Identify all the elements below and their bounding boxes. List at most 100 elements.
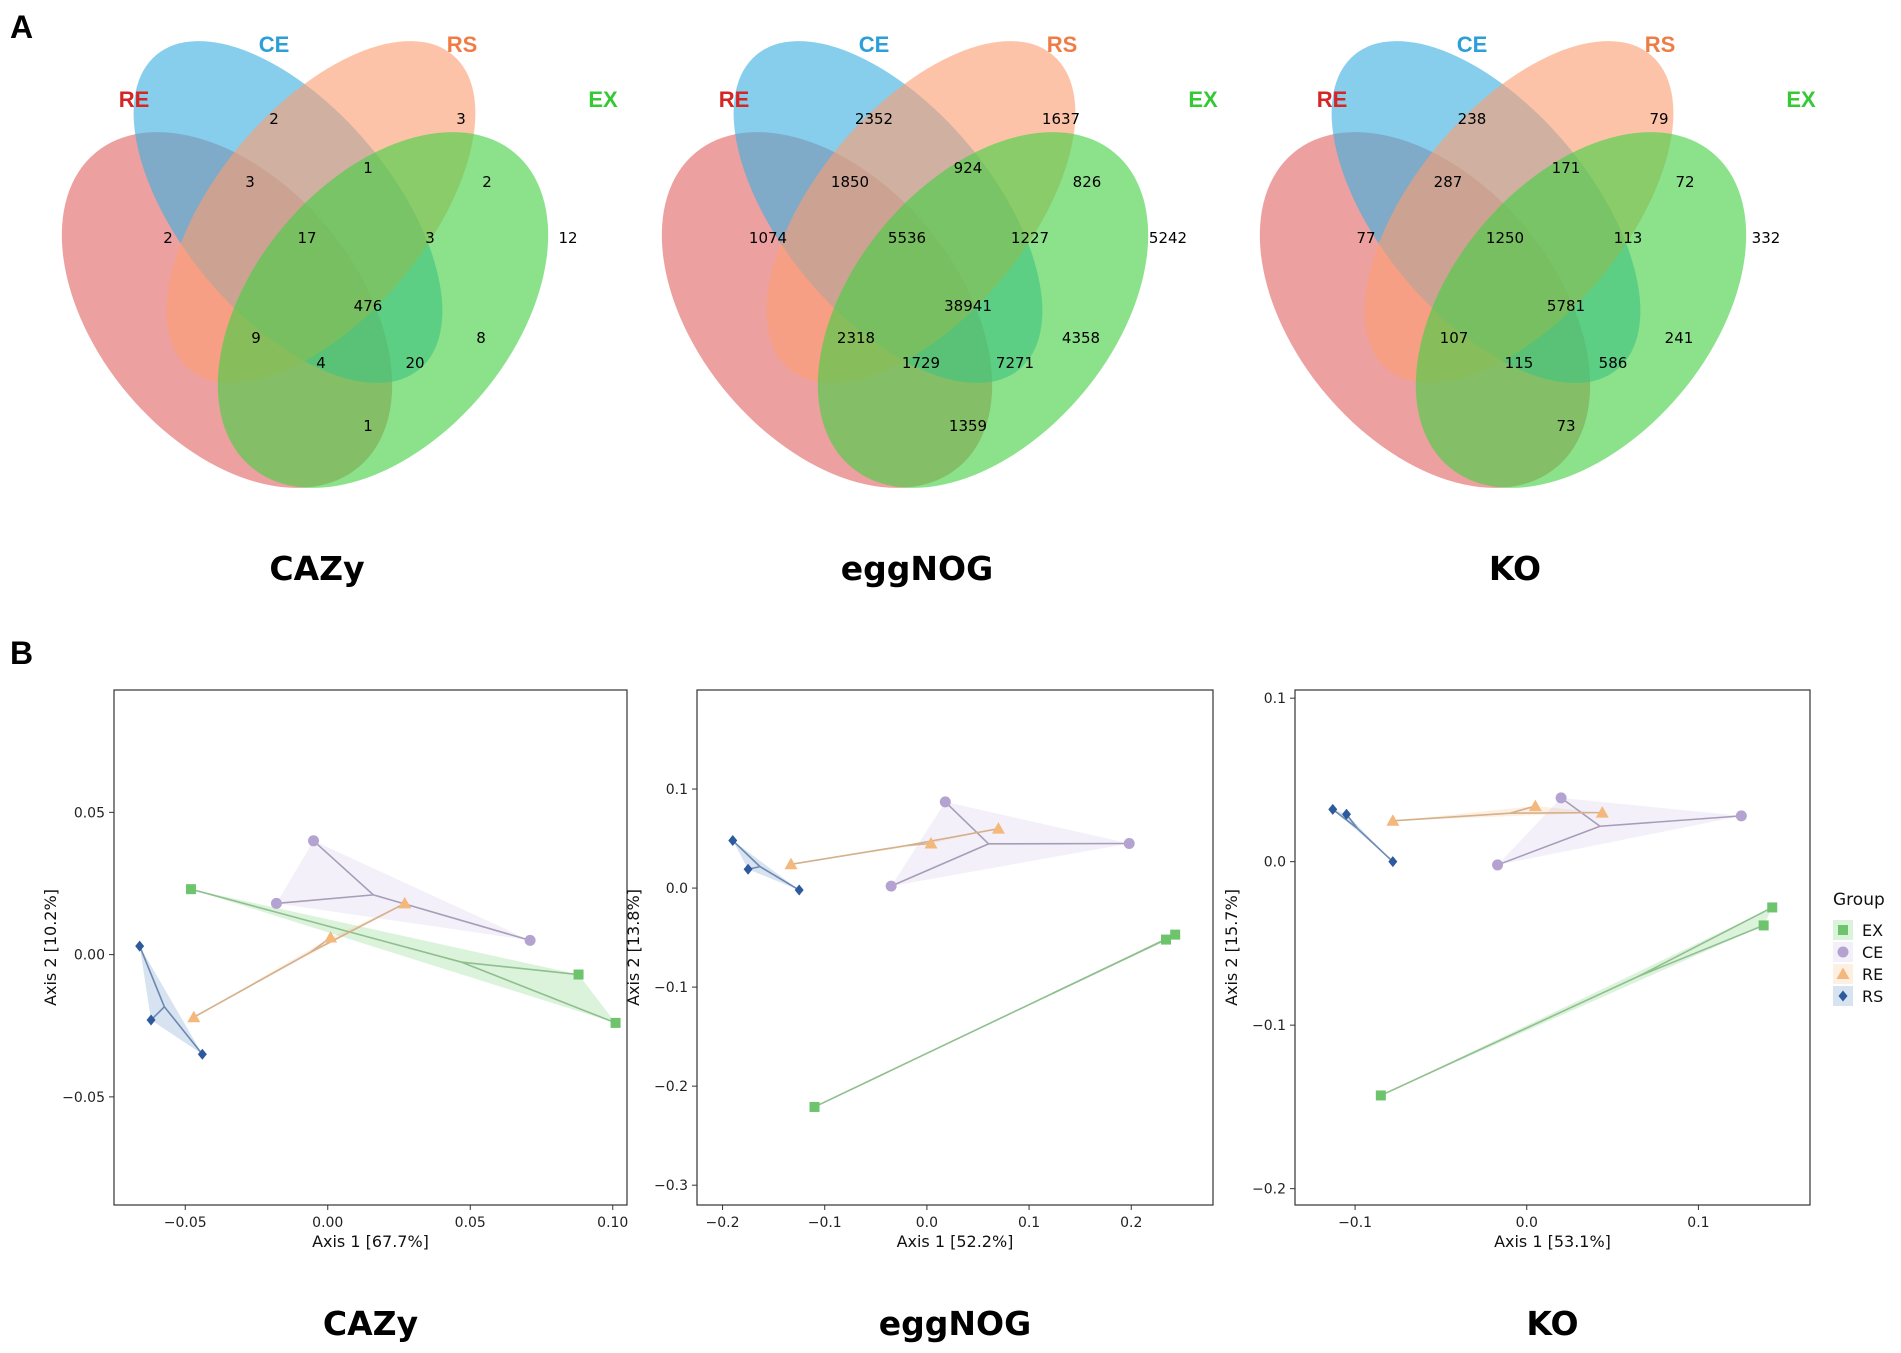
pcoa-title: eggNOG (879, 1304, 1031, 1343)
spoke-ex (461, 961, 579, 976)
y-tick-label: −0.2 (654, 1079, 688, 1095)
point-re (1595, 806, 1609, 818)
point-rs (146, 1014, 156, 1026)
x-axis-label: Axis 1 [53.1%] (1494, 1232, 1611, 1251)
point-rs (1838, 990, 1848, 1002)
spoke-ex (1051, 933, 1176, 995)
spoke-rs (138, 945, 166, 1008)
point-ce (1492, 859, 1504, 871)
venn-ellipse-ex (817, 132, 1149, 488)
x-tick-label: −0.1 (808, 1215, 842, 1231)
venn-count-re: 2 (163, 229, 173, 247)
point-rs (794, 884, 804, 896)
venn-count-re-ce: 1850 (831, 173, 869, 191)
point-ex (610, 1017, 621, 1028)
pcoa-cazy: −0.05 0.00 0.05 0.10 −0.05 0.00 0.05 Axis 1 [67… (41, 689, 628, 1343)
spoke-ex (190, 888, 462, 963)
x-tick-label: 0.1 (1018, 1215, 1040, 1231)
venn-count-ce: 2 (269, 110, 279, 128)
spoke-rs (759, 865, 800, 891)
venn-count-ce-rs: 1 (363, 159, 373, 177)
venn-set-label-ex: EX (1188, 87, 1218, 112)
venn-count-rs-ex: 2 (482, 173, 492, 191)
legend-label-re: RE (1862, 965, 1883, 984)
point-rs (197, 1048, 207, 1060)
y-axis-label: Axis 2 [15.7%] (1222, 889, 1241, 1006)
y-tick-label: 0.00 (74, 948, 105, 964)
venn-ellipse-ex (217, 132, 549, 488)
venn-set-label-ex: EX (1786, 87, 1816, 112)
point-ex (809, 1101, 820, 1112)
venn-count-re-ce-rs: 17 (297, 229, 316, 247)
venn-count-re: 77 (1356, 229, 1375, 247)
point-re (1836, 967, 1850, 979)
point-re (924, 837, 938, 849)
venn-count-re-rs: 107 (1440, 329, 1469, 347)
venn-set-label-ce: CE (1457, 32, 1488, 57)
venn-eggnog: RE CE RS EX 1074 2352 1637 5242 1850 924 826 5536 12… (661, 32, 1218, 588)
point-re (991, 822, 1005, 834)
venn-count-ce-rs-ex: 3 (425, 229, 435, 247)
y-axis-label: Axis 2 [10.2%] (41, 889, 60, 1006)
venn-count-re-ce-rs-ex: 5781 (1547, 297, 1585, 315)
spoke-ce (890, 843, 989, 887)
spoke-ce (1599, 815, 1742, 828)
point-re (187, 1010, 201, 1023)
venn-count-ce-rs: 924 (954, 159, 983, 177)
point-ce (1123, 838, 1135, 850)
venn-count-re-rs-ex: 1729 (902, 354, 940, 372)
plot-frame (1294, 689, 1811, 1206)
spoke-rs (732, 839, 761, 868)
x-tick-label: 0.10 (597, 1215, 628, 1231)
venn-set-label-re: RE (119, 87, 150, 112)
point-ex (1758, 920, 1769, 931)
spoke-rs (163, 1006, 203, 1055)
venn-title: KO (1489, 549, 1541, 588)
venn-count-re-ex: 73 (1556, 417, 1575, 435)
x-tick-label: 0.0 (1516, 1215, 1538, 1231)
venn-count-ce-rs-ex: 113 (1614, 229, 1643, 247)
hull-rs (732, 840, 800, 891)
spoke-re (790, 844, 907, 866)
hull-ce (1497, 797, 1742, 865)
venn-count-re-rs-ex: 4 (316, 354, 326, 372)
point-ex (1838, 925, 1848, 935)
spoke-ce (276, 894, 374, 905)
x-tick-label: 0.05 (455, 1215, 486, 1231)
y-tick-label: −0.1 (654, 980, 688, 996)
x-axis-label: Axis 1 [67.7%] (312, 1232, 429, 1251)
pcoa-title: CAZy (323, 1304, 418, 1343)
panel-label-b: B (10, 635, 33, 671)
venn-count-rs: 3 (456, 110, 466, 128)
y-tick-label: 0.1 (1264, 691, 1286, 707)
spoke-ex (1380, 975, 1640, 1097)
point-ce (1837, 946, 1849, 958)
venn-count-re-rs: 9 (251, 329, 261, 347)
point-ex (1170, 929, 1181, 940)
venn-set-label-rs: RS (447, 32, 478, 57)
venn-set-label-ce: CE (259, 32, 290, 57)
spoke-re (1510, 811, 1603, 814)
point-ex (1375, 1090, 1386, 1101)
point-ce (939, 796, 951, 808)
venn-count-re-ce-ex: 7271 (996, 354, 1034, 372)
venn-count-ex: 332 (1752, 229, 1781, 247)
legend-label-ex: EX (1862, 921, 1883, 940)
venn-count-ex: 12 (558, 229, 577, 247)
venn-set-label-re: RE (719, 87, 750, 112)
venn-count-re-ce-ex: 586 (1599, 354, 1628, 372)
point-re (784, 857, 798, 870)
spoke-re (193, 952, 311, 1018)
venn-count-re-ce-rs: 1250 (1486, 229, 1524, 247)
venn-count-re-ce-ex: 20 (405, 354, 424, 372)
hull-ex (1380, 907, 1773, 1096)
legend: Group EX CE RE RS (1833, 890, 1885, 1006)
spoke-ce (944, 801, 990, 845)
venn-count-re-ce: 287 (1434, 173, 1463, 191)
point-ce (524, 934, 536, 946)
spoke-ex (814, 992, 1053, 1108)
venn-title: eggNOG (841, 549, 993, 588)
point-rs (1388, 856, 1398, 868)
point-re (1528, 799, 1542, 812)
x-tick-label: 0.0 (916, 1215, 938, 1231)
